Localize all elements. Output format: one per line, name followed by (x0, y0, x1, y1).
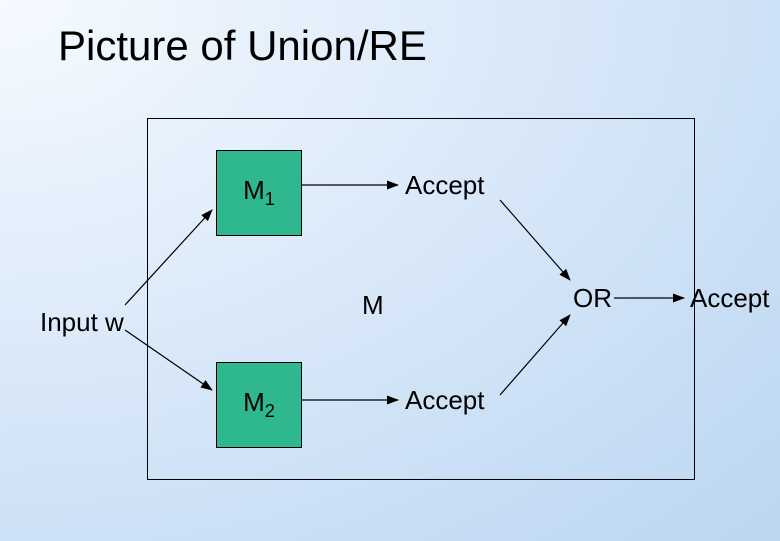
node-m2-label: M2 (243, 387, 275, 422)
accept-top-label: Accept (405, 170, 485, 201)
m-center-label: M (362, 290, 384, 321)
accept-out-label: Accept (690, 283, 770, 314)
or-label: OR (573, 283, 612, 314)
node-m1: M1 (216, 150, 302, 236)
input-w-label: Input w (40, 307, 124, 338)
node-m1-label: M1 (243, 175, 275, 210)
page-title: Picture of Union/RE (58, 22, 427, 70)
node-m2: M2 (216, 362, 302, 448)
accept-bottom-label: Accept (405, 385, 485, 416)
